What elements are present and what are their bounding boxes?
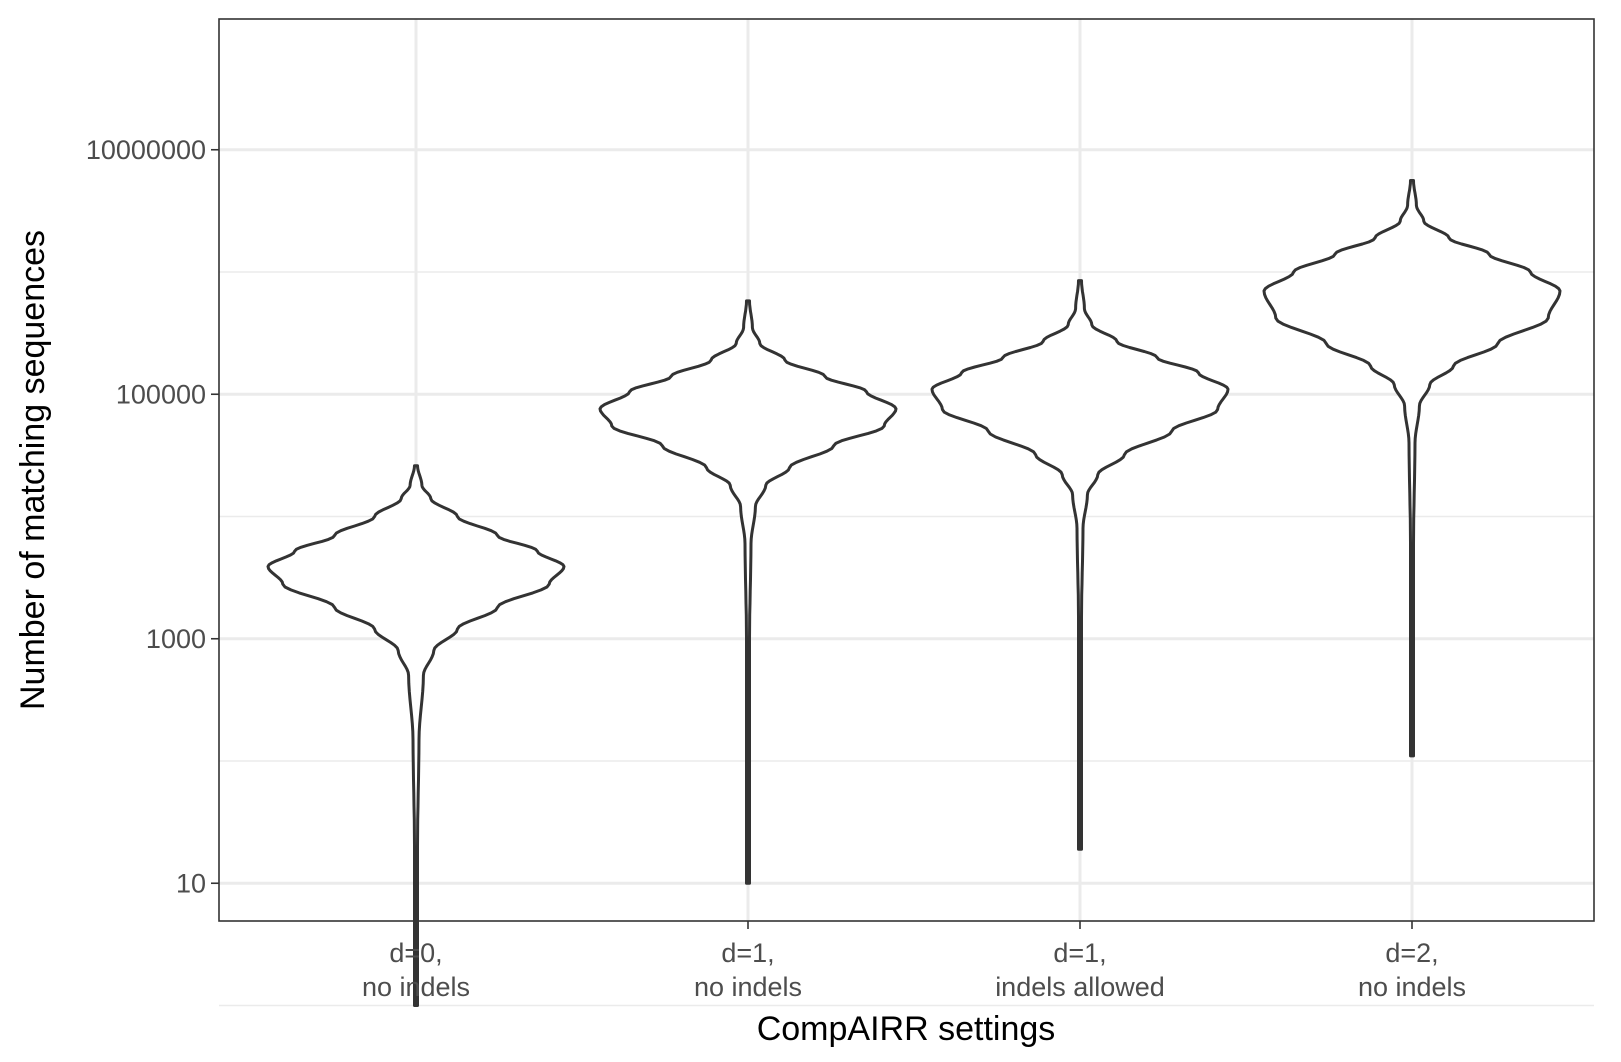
x-tick-label-line2: no indels: [694, 972, 802, 1002]
violin-3: [930, 279, 1230, 851]
x-axis-title: CompAIRR settings: [757, 1010, 1056, 1048]
y-axis: 10 1000 100000 10000000: [86, 135, 219, 898]
x-tick-label-line1: d=0,: [389, 938, 442, 968]
plot-panel-border: [218, 18, 1595, 922]
x-tick-label-line2: no indels: [1358, 972, 1466, 1002]
violin-4: [1262, 179, 1562, 758]
violin-1: [266, 464, 566, 1007]
y-tick-label: 10000000: [86, 135, 206, 165]
y-axis-title: Number of matching sequences: [14, 230, 52, 710]
x-tick-label-line1: d=2,: [1385, 938, 1438, 968]
violin-2: [598, 299, 898, 885]
x-tick-label-line2: no indels: [362, 972, 470, 1002]
y-tick-label: 100000: [116, 379, 206, 409]
y-tick-label: 1000: [146, 624, 206, 654]
x-tick-label-line2: indels allowed: [995, 972, 1165, 1002]
y-tick-label: 10: [176, 868, 206, 898]
x-tick-label-line1: d=1,: [1053, 938, 1106, 968]
x-axis: d=0, no indels d=1, no indels d=1, indels all…: [362, 921, 1466, 1002]
x-tick-label-line1: d=1,: [721, 938, 774, 968]
violin-series: [266, 179, 1562, 1007]
